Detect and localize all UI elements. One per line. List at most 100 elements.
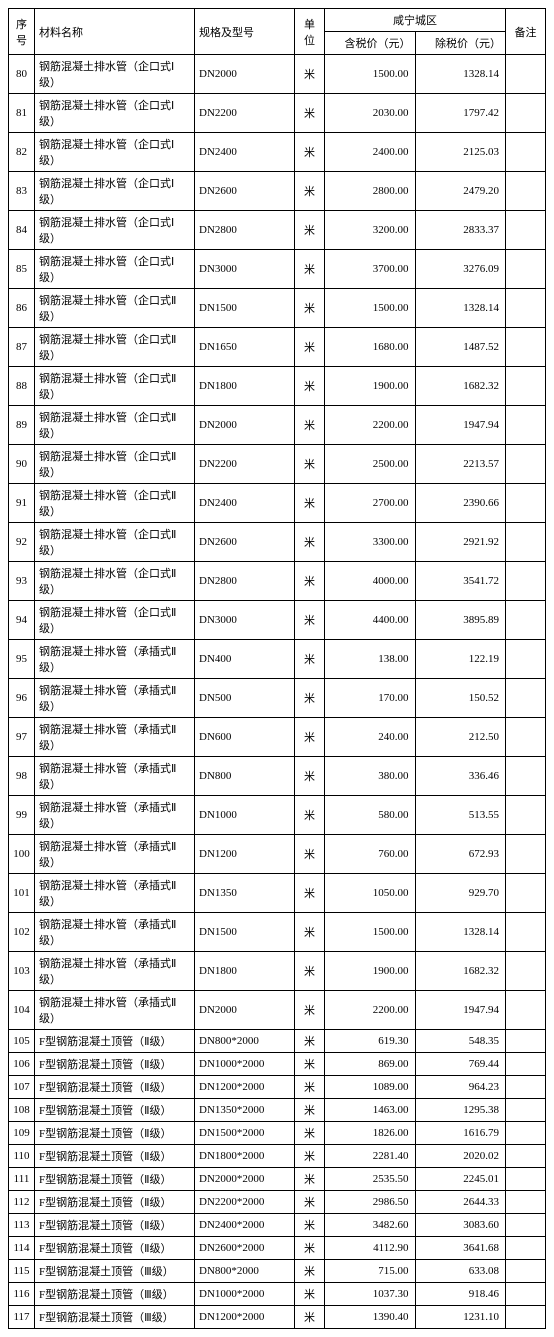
cell-tax-price: 1900.00 — [325, 367, 416, 406]
cell-spec: DN2600 — [195, 523, 295, 562]
cell-remark — [506, 1214, 546, 1237]
cell-remark — [506, 1237, 546, 1260]
cell-tax-price: 580.00 — [325, 796, 416, 835]
cell-tax-price: 1826.00 — [325, 1122, 416, 1145]
cell-remark — [506, 1306, 546, 1329]
table-row: 110F型钢筋混凝土顶管（Ⅱ级）DN1800*2000米2281.402020.… — [9, 1145, 546, 1168]
cell-spec: DN600 — [195, 718, 295, 757]
cell-name: 钢筋混凝土排水管（企口式Ⅱ级） — [35, 289, 195, 328]
cell-remark — [506, 640, 546, 679]
cell-notax-price: 2390.66 — [415, 484, 506, 523]
cell-name: 钢筋混凝土排水管（承插式Ⅱ级） — [35, 757, 195, 796]
cell-spec: DN2600 — [195, 172, 295, 211]
table-row: 111F型钢筋混凝土顶管（Ⅱ级）DN2000*2000米2535.502245.… — [9, 1168, 546, 1191]
cell-tax-price: 869.00 — [325, 1053, 416, 1076]
cell-remark — [506, 250, 546, 289]
cell-unit: 米 — [295, 991, 325, 1030]
cell-name: F型钢筋混凝土顶管（Ⅱ级） — [35, 1053, 195, 1076]
cell-unit: 米 — [295, 1260, 325, 1283]
cell-unit: 米 — [295, 1168, 325, 1191]
table-row: 101钢筋混凝土排水管（承插式Ⅱ级）DN1350米1050.00929.70 — [9, 874, 546, 913]
header-notax-price: 除税价（元） — [415, 32, 506, 55]
cell-seq: 91 — [9, 484, 35, 523]
cell-notax-price: 633.08 — [415, 1260, 506, 1283]
cell-notax-price: 1328.14 — [415, 55, 506, 94]
cell-remark — [506, 913, 546, 952]
cell-tax-price: 715.00 — [325, 1260, 416, 1283]
cell-tax-price: 1500.00 — [325, 913, 416, 952]
cell-remark — [506, 1260, 546, 1283]
cell-notax-price: 2125.03 — [415, 133, 506, 172]
table-row: 99钢筋混凝土排水管（承插式Ⅱ级）DN1000米580.00513.55 — [9, 796, 546, 835]
cell-seq: 95 — [9, 640, 35, 679]
cell-seq: 99 — [9, 796, 35, 835]
header-region: 咸宁城区 — [325, 9, 506, 32]
cell-name: 钢筋混凝土排水管（企口式Ⅱ级） — [35, 406, 195, 445]
cell-tax-price: 2500.00 — [325, 445, 416, 484]
cell-name: 钢筋混凝土排水管（承插式Ⅱ级） — [35, 991, 195, 1030]
cell-name: 钢筋混凝土排水管（承插式Ⅱ级） — [35, 796, 195, 835]
cell-remark — [506, 601, 546, 640]
cell-name: 钢筋混凝土排水管（承插式Ⅱ级） — [35, 874, 195, 913]
cell-unit: 米 — [295, 952, 325, 991]
header-remark: 备注 — [506, 9, 546, 55]
cell-tax-price: 4112.90 — [325, 1237, 416, 1260]
table-row: 80钢筋混凝土排水管（企口式Ⅰ级）DN2000米1500.001328.14 — [9, 55, 546, 94]
cell-notax-price: 2020.02 — [415, 1145, 506, 1168]
cell-unit: 米 — [295, 367, 325, 406]
table-header: 序号 材料名称 规格及型号 单位 咸宁城区 备注 含税价（元） 除税价（元） — [9, 9, 546, 55]
table-row: 82钢筋混凝土排水管（企口式Ⅰ级）DN2400米2400.002125.03 — [9, 133, 546, 172]
cell-spec: DN2000*2000 — [195, 1168, 295, 1191]
cell-spec: DN2400 — [195, 484, 295, 523]
cell-name: F型钢筋混凝土顶管（Ⅱ级） — [35, 1168, 195, 1191]
cell-unit: 米 — [295, 640, 325, 679]
cell-name: F型钢筋混凝土顶管（Ⅲ级） — [35, 1283, 195, 1306]
cell-spec: DN2000 — [195, 55, 295, 94]
cell-name: 钢筋混凝土排水管（企口式Ⅱ级） — [35, 484, 195, 523]
cell-notax-price: 1947.94 — [415, 991, 506, 1030]
cell-remark — [506, 952, 546, 991]
cell-seq: 103 — [9, 952, 35, 991]
cell-unit: 米 — [295, 328, 325, 367]
cell-notax-price: 3541.72 — [415, 562, 506, 601]
cell-seq: 100 — [9, 835, 35, 874]
cell-tax-price: 1680.00 — [325, 328, 416, 367]
cell-name: 钢筋混凝土排水管（企口式Ⅰ级） — [35, 211, 195, 250]
cell-seq: 101 — [9, 874, 35, 913]
cell-name: 钢筋混凝土排水管（企口式Ⅱ级） — [35, 601, 195, 640]
cell-tax-price: 2281.40 — [325, 1145, 416, 1168]
cell-remark — [506, 523, 546, 562]
cell-spec: DN1500 — [195, 913, 295, 952]
cell-name: 钢筋混凝土排水管（企口式Ⅱ级） — [35, 445, 195, 484]
cell-remark — [506, 211, 546, 250]
table-row: 91钢筋混凝土排水管（企口式Ⅱ级）DN2400米2700.002390.66 — [9, 484, 546, 523]
cell-unit: 米 — [295, 406, 325, 445]
cell-unit: 米 — [295, 1076, 325, 1099]
cell-notax-price: 769.44 — [415, 1053, 506, 1076]
cell-spec: DN3000 — [195, 250, 295, 289]
cell-name: 钢筋混凝土排水管（承插式Ⅱ级） — [35, 718, 195, 757]
cell-notax-price: 212.50 — [415, 718, 506, 757]
cell-seq: 84 — [9, 211, 35, 250]
cell-tax-price: 3300.00 — [325, 523, 416, 562]
table-body: 80钢筋混凝土排水管（企口式Ⅰ级）DN2000米1500.001328.1481… — [9, 55, 546, 1329]
cell-tax-price: 3200.00 — [325, 211, 416, 250]
cell-tax-price: 1050.00 — [325, 874, 416, 913]
cell-name: F型钢筋混凝土顶管（Ⅱ级） — [35, 1122, 195, 1145]
cell-remark — [506, 133, 546, 172]
cell-remark — [506, 406, 546, 445]
cell-seq: 111 — [9, 1168, 35, 1191]
cell-tax-price: 1037.30 — [325, 1283, 416, 1306]
cell-unit: 米 — [295, 1122, 325, 1145]
cell-remark — [506, 1030, 546, 1053]
cell-tax-price: 619.30 — [325, 1030, 416, 1053]
cell-tax-price: 2400.00 — [325, 133, 416, 172]
cell-notax-price: 122.19 — [415, 640, 506, 679]
cell-seq: 112 — [9, 1191, 35, 1214]
cell-unit: 米 — [295, 679, 325, 718]
cell-unit: 米 — [295, 94, 325, 133]
cell-tax-price: 2800.00 — [325, 172, 416, 211]
cell-name: F型钢筋混凝土顶管（Ⅱ级） — [35, 1030, 195, 1053]
cell-remark — [506, 562, 546, 601]
table-row: 109F型钢筋混凝土顶管（Ⅱ级）DN1500*2000米1826.001616.… — [9, 1122, 546, 1145]
